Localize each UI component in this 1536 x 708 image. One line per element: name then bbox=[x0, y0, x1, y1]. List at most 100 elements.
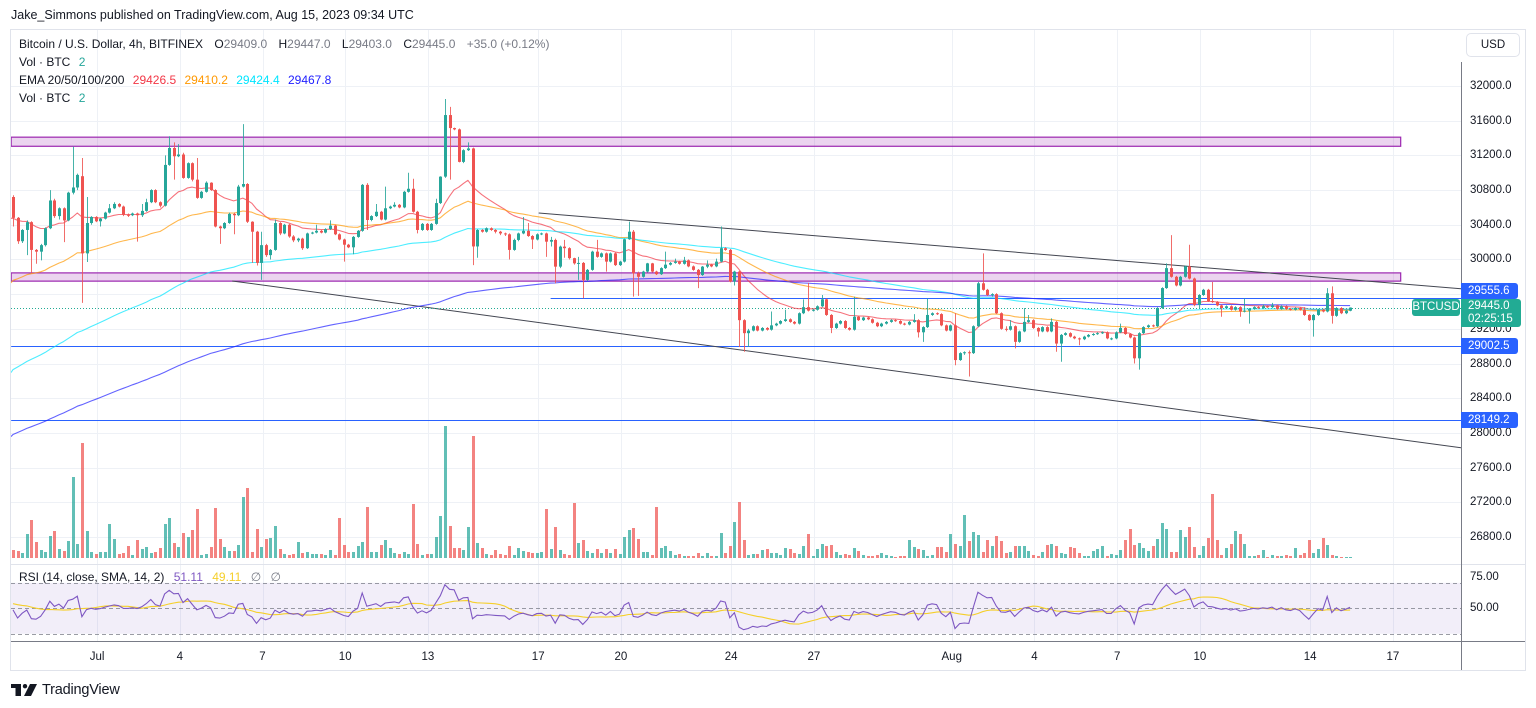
candle bbox=[931, 312, 934, 316]
candle-body bbox=[683, 260, 686, 264]
volume-bar bbox=[347, 552, 350, 558]
candle bbox=[1216, 301, 1219, 307]
candle-body bbox=[311, 232, 314, 234]
volume-bar bbox=[710, 556, 713, 558]
candle-body bbox=[885, 321, 888, 324]
candle bbox=[936, 312, 939, 315]
candle-body bbox=[301, 238, 304, 249]
candle bbox=[256, 230, 259, 266]
candle bbox=[1096, 332, 1099, 335]
volume-bar bbox=[90, 552, 93, 558]
volume-bar bbox=[283, 554, 286, 558]
volume-label: Vol · BTC bbox=[19, 91, 71, 105]
candle-body bbox=[1294, 308, 1297, 310]
candle-body bbox=[738, 271, 741, 321]
candle bbox=[306, 232, 309, 250]
candle bbox=[701, 265, 704, 276]
candle bbox=[646, 262, 649, 273]
volume-bar bbox=[435, 537, 438, 558]
candle-body bbox=[844, 321, 847, 328]
candle bbox=[949, 324, 952, 332]
candle-body bbox=[756, 326, 759, 331]
candle-body bbox=[1345, 310, 1348, 314]
candle bbox=[623, 238, 626, 263]
candle bbox=[53, 198, 56, 218]
volume-bar bbox=[917, 549, 920, 558]
candle bbox=[1110, 337, 1113, 341]
candle-body bbox=[343, 239, 346, 245]
tradingview-logo-icon bbox=[11, 684, 37, 696]
volume-bar bbox=[752, 554, 755, 558]
volume-bar bbox=[508, 546, 511, 558]
volume-bar bbox=[118, 554, 121, 558]
candle-body bbox=[1023, 321, 1026, 332]
candle bbox=[651, 262, 654, 273]
candle-body bbox=[99, 218, 102, 222]
candle-body bbox=[449, 115, 452, 129]
candle-body bbox=[582, 262, 585, 280]
candle-body bbox=[678, 261, 681, 264]
volume-bar bbox=[940, 547, 943, 558]
trendline bbox=[538, 212, 1461, 290]
candle bbox=[1119, 323, 1122, 334]
volume-bar bbox=[1041, 552, 1044, 558]
volume-bar bbox=[986, 540, 989, 558]
candle-body bbox=[890, 320, 893, 322]
volume-bar bbox=[237, 545, 240, 558]
candle-body bbox=[1285, 306, 1288, 309]
candle bbox=[596, 239, 599, 258]
volume-bar bbox=[972, 532, 975, 558]
candle bbox=[196, 157, 199, 199]
candle-body bbox=[848, 327, 851, 330]
volume-bar bbox=[1064, 554, 1067, 558]
candle-body bbox=[324, 229, 327, 233]
candle bbox=[67, 191, 70, 222]
candle bbox=[145, 198, 148, 212]
candle bbox=[108, 203, 111, 214]
candle bbox=[660, 267, 663, 276]
volume-bar bbox=[1060, 553, 1063, 558]
rsi-value: 51.11 bbox=[173, 570, 203, 584]
candle-body bbox=[490, 228, 493, 230]
candle-body bbox=[609, 253, 612, 262]
candle-body bbox=[1239, 307, 1242, 312]
candle-body bbox=[1152, 325, 1155, 327]
candle-body bbox=[766, 327, 769, 330]
currency-button[interactable]: USD bbox=[1466, 33, 1520, 57]
ema-20-line bbox=[11, 179, 1351, 337]
candle-body bbox=[839, 321, 842, 324]
volume-bar bbox=[802, 546, 805, 558]
candle bbox=[324, 228, 327, 234]
candle-body bbox=[710, 264, 713, 267]
candle-body bbox=[550, 239, 553, 242]
candle bbox=[991, 293, 994, 297]
rsi-axis-label-75: 75.00 bbox=[1470, 571, 1499, 583]
candle-body bbox=[53, 200, 56, 217]
candle-body bbox=[1220, 305, 1223, 309]
volume-bar bbox=[30, 520, 33, 558]
candle bbox=[554, 238, 557, 284]
volume-bar bbox=[1340, 557, 1343, 558]
volume-bar bbox=[586, 551, 589, 558]
volume-bar bbox=[899, 556, 902, 558]
volume-bar bbox=[407, 554, 410, 558]
volume-bar bbox=[959, 546, 962, 558]
volume-bar bbox=[1129, 529, 1132, 558]
volume-bar bbox=[72, 477, 75, 558]
candle-body bbox=[903, 323, 906, 325]
candle bbox=[766, 327, 769, 331]
candle bbox=[1280, 305, 1283, 310]
candle bbox=[756, 325, 759, 332]
volume-bar bbox=[669, 551, 672, 558]
candle-body bbox=[1142, 327, 1145, 334]
candle-body bbox=[35, 249, 38, 252]
volume-bar bbox=[577, 543, 580, 558]
candle bbox=[1294, 307, 1297, 311]
volume-bar bbox=[173, 543, 176, 558]
candle bbox=[536, 233, 539, 241]
candle bbox=[573, 257, 576, 265]
candle bbox=[812, 308, 815, 312]
candle-body bbox=[977, 283, 980, 327]
time-tick-label: Jul bbox=[89, 651, 105, 663]
time-tick-label: 4 bbox=[1031, 651, 1038, 663]
